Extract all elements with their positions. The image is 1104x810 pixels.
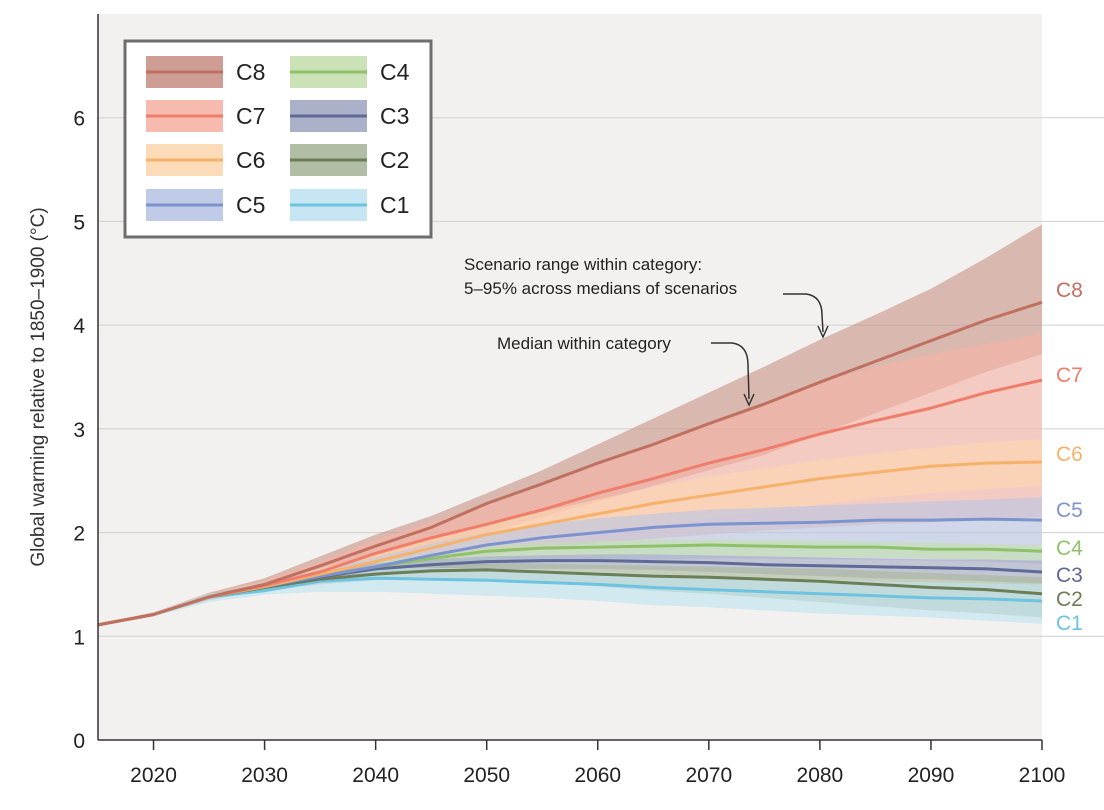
- legend-label-c4: C4: [380, 59, 410, 85]
- y-tick-label-5: 5: [73, 211, 85, 234]
- y-tick-label-1: 1: [73, 626, 85, 649]
- x-tick-label-2070: 2070: [685, 764, 732, 787]
- y-tick-label-6: 6: [73, 108, 85, 131]
- annotation-median-arrow: [711, 342, 750, 400]
- end-label-c1: C1: [1056, 612, 1083, 635]
- band-c7: [98, 333, 1042, 626]
- median-line-c1: [97, 576, 1043, 627]
- legend-label-c2: C2: [380, 147, 409, 173]
- legend-label-c8: C8: [236, 59, 265, 85]
- x-tick-label-2050: 2050: [463, 764, 510, 787]
- band-c1: [98, 567, 1042, 626]
- x-tick-label-2020: 2020: [130, 764, 177, 787]
- end-label-c8: C8: [1056, 279, 1083, 302]
- x-tick-label-2040: 2040: [352, 764, 399, 787]
- x-tick-label-2100: 2100: [1019, 764, 1066, 787]
- y-tick-label-4: 4: [73, 315, 85, 338]
- annotation-median-line-1: Median within category: [497, 334, 671, 353]
- legend-label-c3: C3: [380, 103, 409, 129]
- end-label-c4: C4: [1056, 537, 1083, 560]
- median-line-c8: [97, 300, 1043, 627]
- y-axis-ticks: 0 1 2 3 4 5 6: [73, 108, 85, 753]
- legend-label-c6: C6: [236, 147, 265, 173]
- y-tick-label-0: 0: [73, 730, 85, 753]
- end-label-c3: C3: [1056, 564, 1083, 587]
- annotation-range-arrow: [783, 293, 824, 333]
- x-axis-ticks: 2020 2030 2040 2050 2060 2070 2080 2090 2100: [130, 740, 1065, 787]
- x-tick-label-2030: 2030: [241, 764, 288, 787]
- median-lines: [97, 300, 1043, 627]
- legend-label-c1: C1: [380, 192, 409, 218]
- annotation-range-line-2: 5–95% across medians of scenarios: [464, 279, 737, 298]
- y-tick-label-2: 2: [73, 523, 85, 546]
- x-tick-label-2060: 2060: [574, 764, 621, 787]
- annotation-median-arrowhead: [743, 393, 755, 407]
- legend-label-c7: C7: [236, 103, 265, 129]
- x-tick-label-2090: 2090: [908, 764, 955, 787]
- axes: [97, 14, 1042, 741]
- y-tick-label-3: 3: [73, 419, 85, 442]
- legend: C8 C7 C6 C5 C4 C3 C2 C1: [123, 39, 433, 239]
- annotation-range-line-1: Scenario range within category:: [464, 255, 702, 274]
- annotations: Scenario range within category: 5–95% acr…: [464, 255, 829, 407]
- end-label-c2: C2: [1056, 588, 1083, 611]
- end-label-c7: C7: [1056, 364, 1083, 387]
- y-axis-label: Global warming relative to 1850–1900 (°C…: [28, 207, 49, 566]
- end-label-c6: C6: [1056, 443, 1083, 466]
- annotation-range-arrowhead: [817, 325, 829, 339]
- legend-label-c5: C5: [236, 192, 265, 218]
- x-tick-label-2080: 2080: [797, 764, 844, 787]
- end-label-c5: C5: [1056, 499, 1083, 522]
